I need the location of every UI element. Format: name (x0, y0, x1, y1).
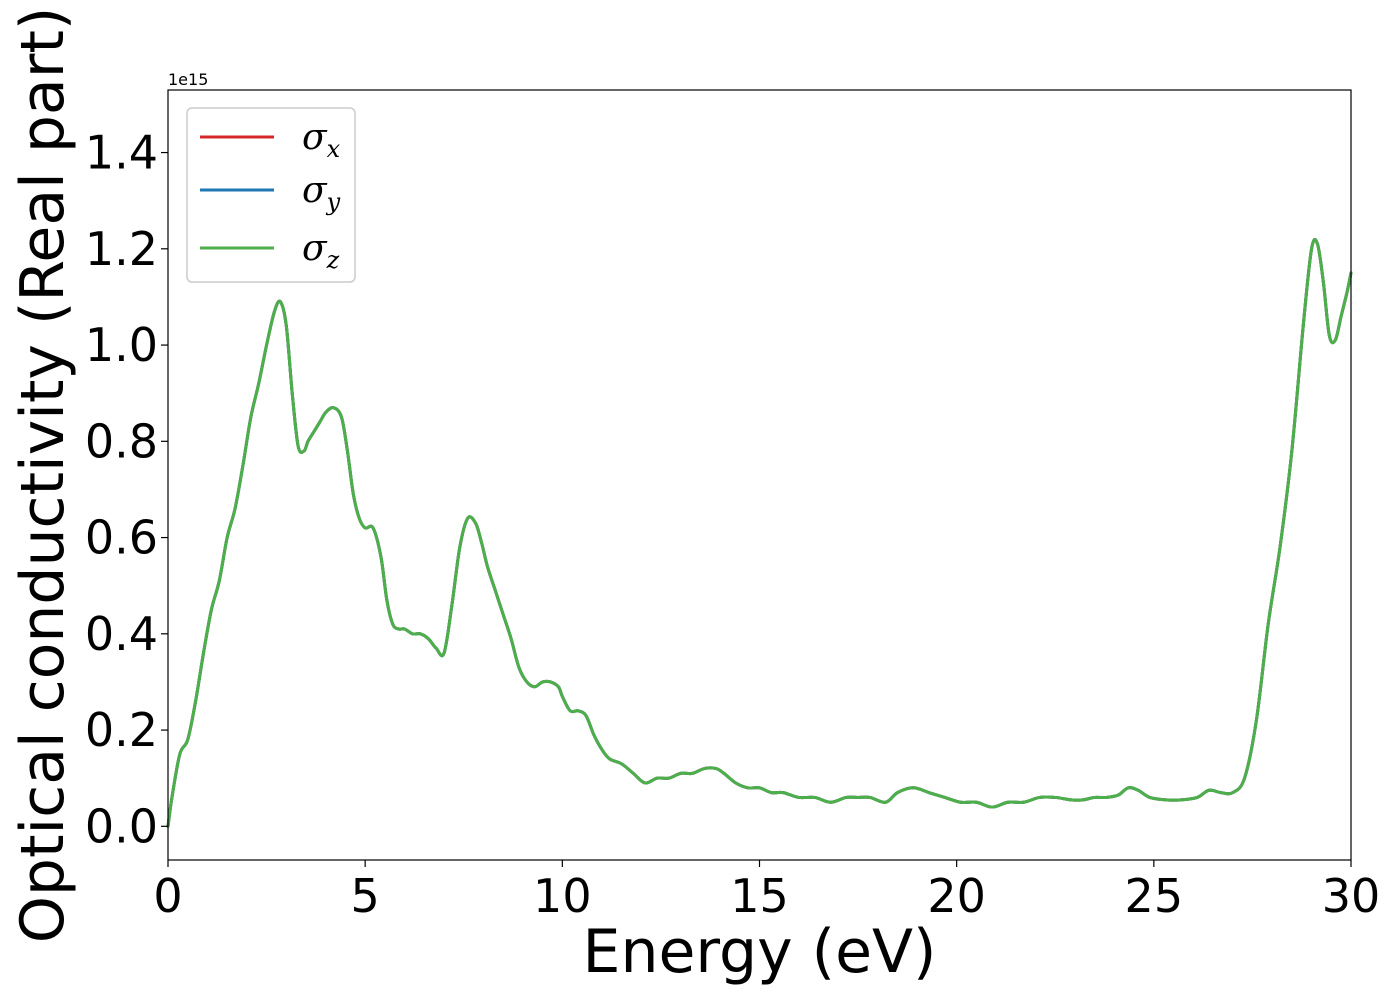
x-tick-label: 5 (351, 869, 380, 923)
x-tick-label: 15 (730, 869, 789, 923)
y-axis-ticks: 0.0 0.2 0.4 0.6 0.8 1.0 1.2 1.4 (85, 126, 168, 853)
x-tick-label: 20 (927, 869, 986, 923)
x-tick-label: 0 (153, 869, 182, 923)
x-tick-label: 10 (533, 869, 592, 923)
y-tick-label: 1.0 (85, 318, 158, 372)
y-tick-label: 0.4 (85, 607, 158, 661)
y-tick-label: 0.0 (85, 799, 158, 853)
y-axis-title: Optical conductivity (Real part) (8, 7, 78, 944)
y-tick-label: 0.6 (85, 511, 158, 565)
y-tick-label: 0.2 (85, 703, 158, 757)
y-offset-label: 1e15 (168, 70, 208, 89)
legend-entries: σx σy σz (200, 117, 341, 274)
legend-label-x: σx (302, 117, 341, 163)
legend-label-z: σz (302, 228, 340, 274)
legend-box (186, 107, 356, 283)
legend-label-y: σy (302, 170, 341, 216)
x-tick-label: 25 (1125, 869, 1184, 923)
y-tick-label: 1.2 (85, 222, 158, 276)
x-tick-label: 30 (1322, 869, 1381, 923)
plot-area (168, 90, 1351, 860)
x-axis-ticks: 0 5 10 15 20 25 30 (153, 860, 1380, 923)
series-line-z (166, 237, 1353, 828)
y-tick-label: 0.8 (85, 414, 158, 468)
series-layer (166, 237, 1353, 828)
legend: σx σy σz (186, 107, 356, 283)
y-tick-label: 1.4 (85, 126, 158, 180)
x-axis-title: Energy (eV) (583, 917, 937, 987)
